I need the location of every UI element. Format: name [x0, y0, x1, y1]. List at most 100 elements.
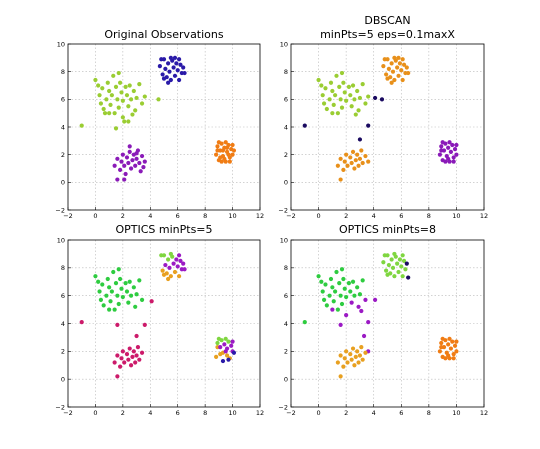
data-point-orange: [223, 140, 228, 145]
data-point-crimson: [120, 349, 125, 354]
data-point-navy: [171, 65, 176, 70]
data-point-purple: [447, 140, 452, 145]
data-point-green: [127, 279, 132, 284]
y-tick-label: 4: [61, 123, 65, 131]
x-tick-label: 8: [203, 409, 207, 417]
data-point-lime: [120, 98, 125, 103]
data-point-amber: [168, 274, 173, 279]
data-point-purple: [139, 153, 145, 159]
data-point-dark: [379, 97, 385, 102]
data-point-purple: [134, 151, 139, 156]
data-point-crimson: [149, 299, 154, 304]
data-point-lightgreen: [385, 272, 390, 277]
data-point-crimson: [115, 353, 120, 358]
data-point-lightgreen: [389, 257, 394, 262]
data-point-lightgreen: [401, 258, 407, 263]
data-point-lightgreen: [400, 253, 405, 258]
data-point-darkorange: [389, 61, 394, 66]
data-point-orange: [439, 345, 444, 350]
data-point-darkorange: [344, 152, 349, 157]
data-point-lime: [320, 93, 325, 98]
y-tick-label: 4: [284, 123, 288, 131]
y-tick-label: 10: [280, 40, 288, 48]
data-point-purple: [439, 144, 444, 149]
data-point-amber: [360, 357, 365, 362]
data-point-green: [96, 279, 101, 284]
data-point-dark: [357, 137, 363, 142]
data-point-lime: [79, 123, 84, 128]
data-point-amber: [161, 272, 167, 277]
data-point-green: [105, 276, 110, 282]
data-point-lime: [337, 84, 342, 89]
y-tick-label: 8: [284, 68, 288, 76]
data-point-lightgreen: [392, 251, 397, 257]
data-point-amber: [352, 363, 357, 368]
data-point-lightgreen: [384, 268, 389, 273]
data-point-lime: [333, 93, 338, 98]
data-point-darkorange: [395, 65, 400, 70]
data-point-purple: [123, 171, 128, 177]
panel-title: OPTICS minPts=8: [339, 223, 436, 236]
data-point-lightgreen: [381, 260, 386, 265]
data-point-navy: [168, 55, 173, 60]
data-point-purple: [115, 156, 120, 161]
x-tick-label: 12: [256, 409, 264, 417]
data-point-lightgreen: [400, 274, 405, 279]
x-tick-label: 8: [427, 212, 431, 220]
data-point-purple: [443, 159, 448, 164]
data-point-purple: [130, 158, 135, 163]
data-point-lime: [104, 97, 109, 102]
data-point-purple: [118, 167, 123, 172]
data-point-lime: [338, 97, 343, 102]
data-point-lime: [126, 119, 131, 124]
x-tick-label: 0: [93, 409, 97, 417]
x-tick-label: 2: [344, 212, 348, 220]
data-point-orange: [222, 156, 227, 161]
data-point-green: [118, 276, 123, 282]
data-point-lime: [116, 70, 121, 76]
data-point-magenta: [175, 264, 180, 269]
data-point-orange: [219, 159, 224, 164]
data-point-lightgreen: [399, 264, 404, 269]
data-point-purple: [440, 140, 445, 145]
data-point-lime: [335, 111, 340, 116]
data-point-magenta: [330, 307, 335, 312]
data-point-orange: [215, 148, 220, 153]
data-point-lime: [330, 111, 335, 116]
data-point-orange: [224, 145, 230, 150]
data-point-lime: [363, 101, 368, 106]
x-tick-label: 6: [399, 212, 403, 220]
scatter-panel-4: OPTICS minPts=8 −2 0 2 4 6 8 10 12 −2 0 2 4 6 8 10: [278, 223, 488, 417]
data-point-lime: [349, 104, 354, 109]
data-point-navy: [172, 73, 178, 78]
data-point-lime: [113, 84, 119, 89]
data-point-orange: [451, 352, 456, 357]
data-point-green: [120, 294, 125, 300]
x-tick-label: 4: [372, 212, 376, 220]
data-point-green: [131, 285, 136, 290]
data-point-crimson: [118, 364, 123, 369]
data-point-lime: [113, 126, 119, 131]
data-point-lime: [339, 105, 345, 110]
data-point-purple: [122, 163, 127, 168]
data-point-lightgreen: [392, 274, 397, 279]
x-tick-label: −2: [286, 212, 296, 220]
data-point-lime: [319, 83, 324, 88]
y-tick-label: −2: [55, 206, 65, 214]
data-point-lime: [156, 97, 161, 102]
data-point-darkorange: [350, 149, 356, 154]
x-tick-label: 2: [344, 409, 348, 417]
data-point-green: [119, 286, 124, 291]
data-point-lightgreen: [215, 340, 220, 346]
data-point-amber: [335, 360, 340, 365]
panel-title: OPTICS minPts=5: [115, 223, 212, 236]
data-point-orange: [446, 342, 451, 347]
data-point-crimson: [79, 320, 84, 325]
data-point-purple: [119, 159, 124, 164]
data-point-magenta: [182, 267, 187, 272]
y-tick-label: 10: [280, 236, 288, 244]
data-point-lime: [102, 111, 108, 116]
data-point-darkorange: [381, 64, 386, 69]
data-point-lightgreen: [159, 253, 164, 258]
x-tick-label: 4: [372, 409, 376, 417]
